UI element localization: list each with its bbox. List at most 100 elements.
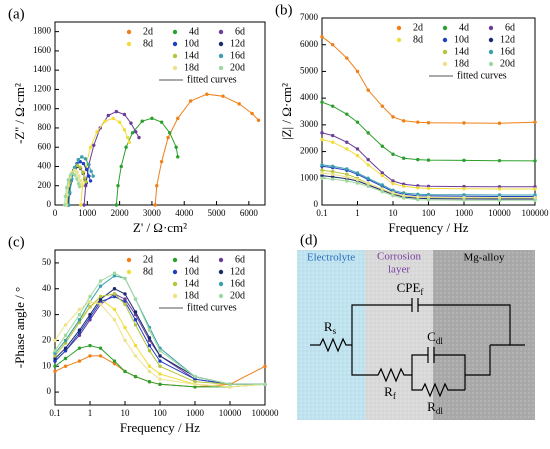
legend-label: 20d: [500, 58, 515, 69]
data-point: [533, 120, 537, 124]
data-point: [497, 198, 502, 203]
data-point: [140, 119, 144, 123]
data-point: [87, 174, 91, 178]
data-point: [80, 155, 84, 159]
data-point: [91, 174, 95, 178]
y-tick-label: 30: [42, 309, 52, 319]
data-point: [158, 372, 162, 376]
data-point: [355, 171, 360, 175]
region-label: Corrosion: [377, 251, 422, 263]
data-point: [73, 165, 77, 170]
data-point: [53, 354, 57, 358]
data-point: [95, 130, 99, 134]
data-point: [330, 104, 335, 108]
data-point: [193, 374, 197, 379]
data-point: [98, 302, 103, 306]
legend-label: 14d: [454, 46, 469, 57]
data-point: [133, 323, 138, 327]
legend-marker: [488, 61, 494, 67]
data-point: [193, 377, 197, 381]
data-point: [147, 343, 152, 348]
data-point: [366, 157, 370, 162]
data-point: [89, 169, 93, 173]
data-point: [533, 193, 537, 197]
data-point: [380, 144, 385, 148]
data-point: [221, 94, 225, 98]
x-tick-label: 10000: [488, 208, 511, 218]
data-point: [84, 167, 89, 172]
data-point: [159, 120, 164, 124]
legend-label: 8d: [413, 34, 423, 45]
x-tick-label: 100: [153, 408, 167, 418]
data-point: [122, 112, 127, 117]
x-tick-label: 1000: [78, 208, 97, 218]
data-point: [77, 312, 82, 317]
data-point: [147, 369, 152, 374]
data-point: [426, 198, 431, 202]
data-point: [330, 140, 335, 144]
data-point: [320, 35, 324, 39]
circuit-diagram: (d) Electrolyte Corrosion layer Mg-alloy…: [297, 232, 535, 420]
data-point: [77, 185, 82, 189]
data-point: [205, 92, 209, 96]
data-point: [125, 135, 130, 140]
data-point: [416, 192, 420, 197]
y-tick-label: 1200: [33, 83, 52, 93]
data-point: [391, 152, 395, 156]
data-point: [416, 157, 420, 162]
legend-marker: [218, 29, 224, 35]
data-point: [391, 115, 395, 119]
data-point: [88, 179, 93, 183]
legend-label: 10d: [184, 266, 199, 277]
y-axis-label: |Z| / Ω·cm²: [279, 83, 294, 140]
data-point: [123, 276, 127, 281]
plot-frame: [54, 21, 266, 206]
data-point: [366, 176, 370, 180]
data-point: [112, 359, 117, 363]
data-point: [98, 284, 103, 288]
legend-label: 10d: [454, 34, 469, 45]
legend-marker: [218, 257, 224, 263]
data-point: [345, 172, 349, 176]
legend-marker: [172, 293, 178, 299]
data-point: [133, 354, 138, 358]
data-point: [83, 157, 88, 161]
y-tick-label: 40: [42, 283, 52, 293]
legend-marker: [488, 49, 494, 55]
data-point: [147, 328, 152, 332]
data-point: [330, 164, 335, 168]
data-point: [391, 188, 395, 193]
data-point: [533, 195, 537, 200]
legend-marker: [218, 53, 224, 59]
data-point: [124, 145, 128, 149]
data-point: [497, 121, 502, 125]
data-point: [391, 193, 395, 198]
data-point: [166, 135, 170, 140]
panel-label: (d): [300, 232, 318, 248]
legend-marker: [488, 25, 494, 31]
legend-label: 2d: [143, 26, 153, 37]
data-point: [103, 119, 107, 123]
data-point: [391, 191, 395, 195]
legend-label: 2d: [413, 22, 423, 33]
data-point: [366, 184, 370, 188]
legend-marker: [442, 61, 448, 67]
component-label: Rs: [324, 319, 337, 336]
circuit-wires: [310, 298, 525, 398]
data-point: [401, 156, 406, 160]
data-point: [88, 294, 92, 299]
data-point: [426, 158, 431, 162]
data-point: [77, 346, 82, 350]
legend-label: 12d: [230, 38, 245, 49]
data-point: [188, 99, 193, 103]
y-tick-label: 7000: [300, 12, 319, 22]
legend-label: 18d: [184, 62, 199, 73]
data-point: [416, 120, 420, 124]
data-point: [533, 198, 537, 203]
data-point: [83, 184, 88, 188]
data-point: [380, 187, 385, 191]
data-point: [497, 195, 502, 200]
y-tick-label: 0: [47, 199, 52, 209]
y-tick-label: 1400: [33, 64, 52, 74]
data-point: [426, 192, 431, 197]
